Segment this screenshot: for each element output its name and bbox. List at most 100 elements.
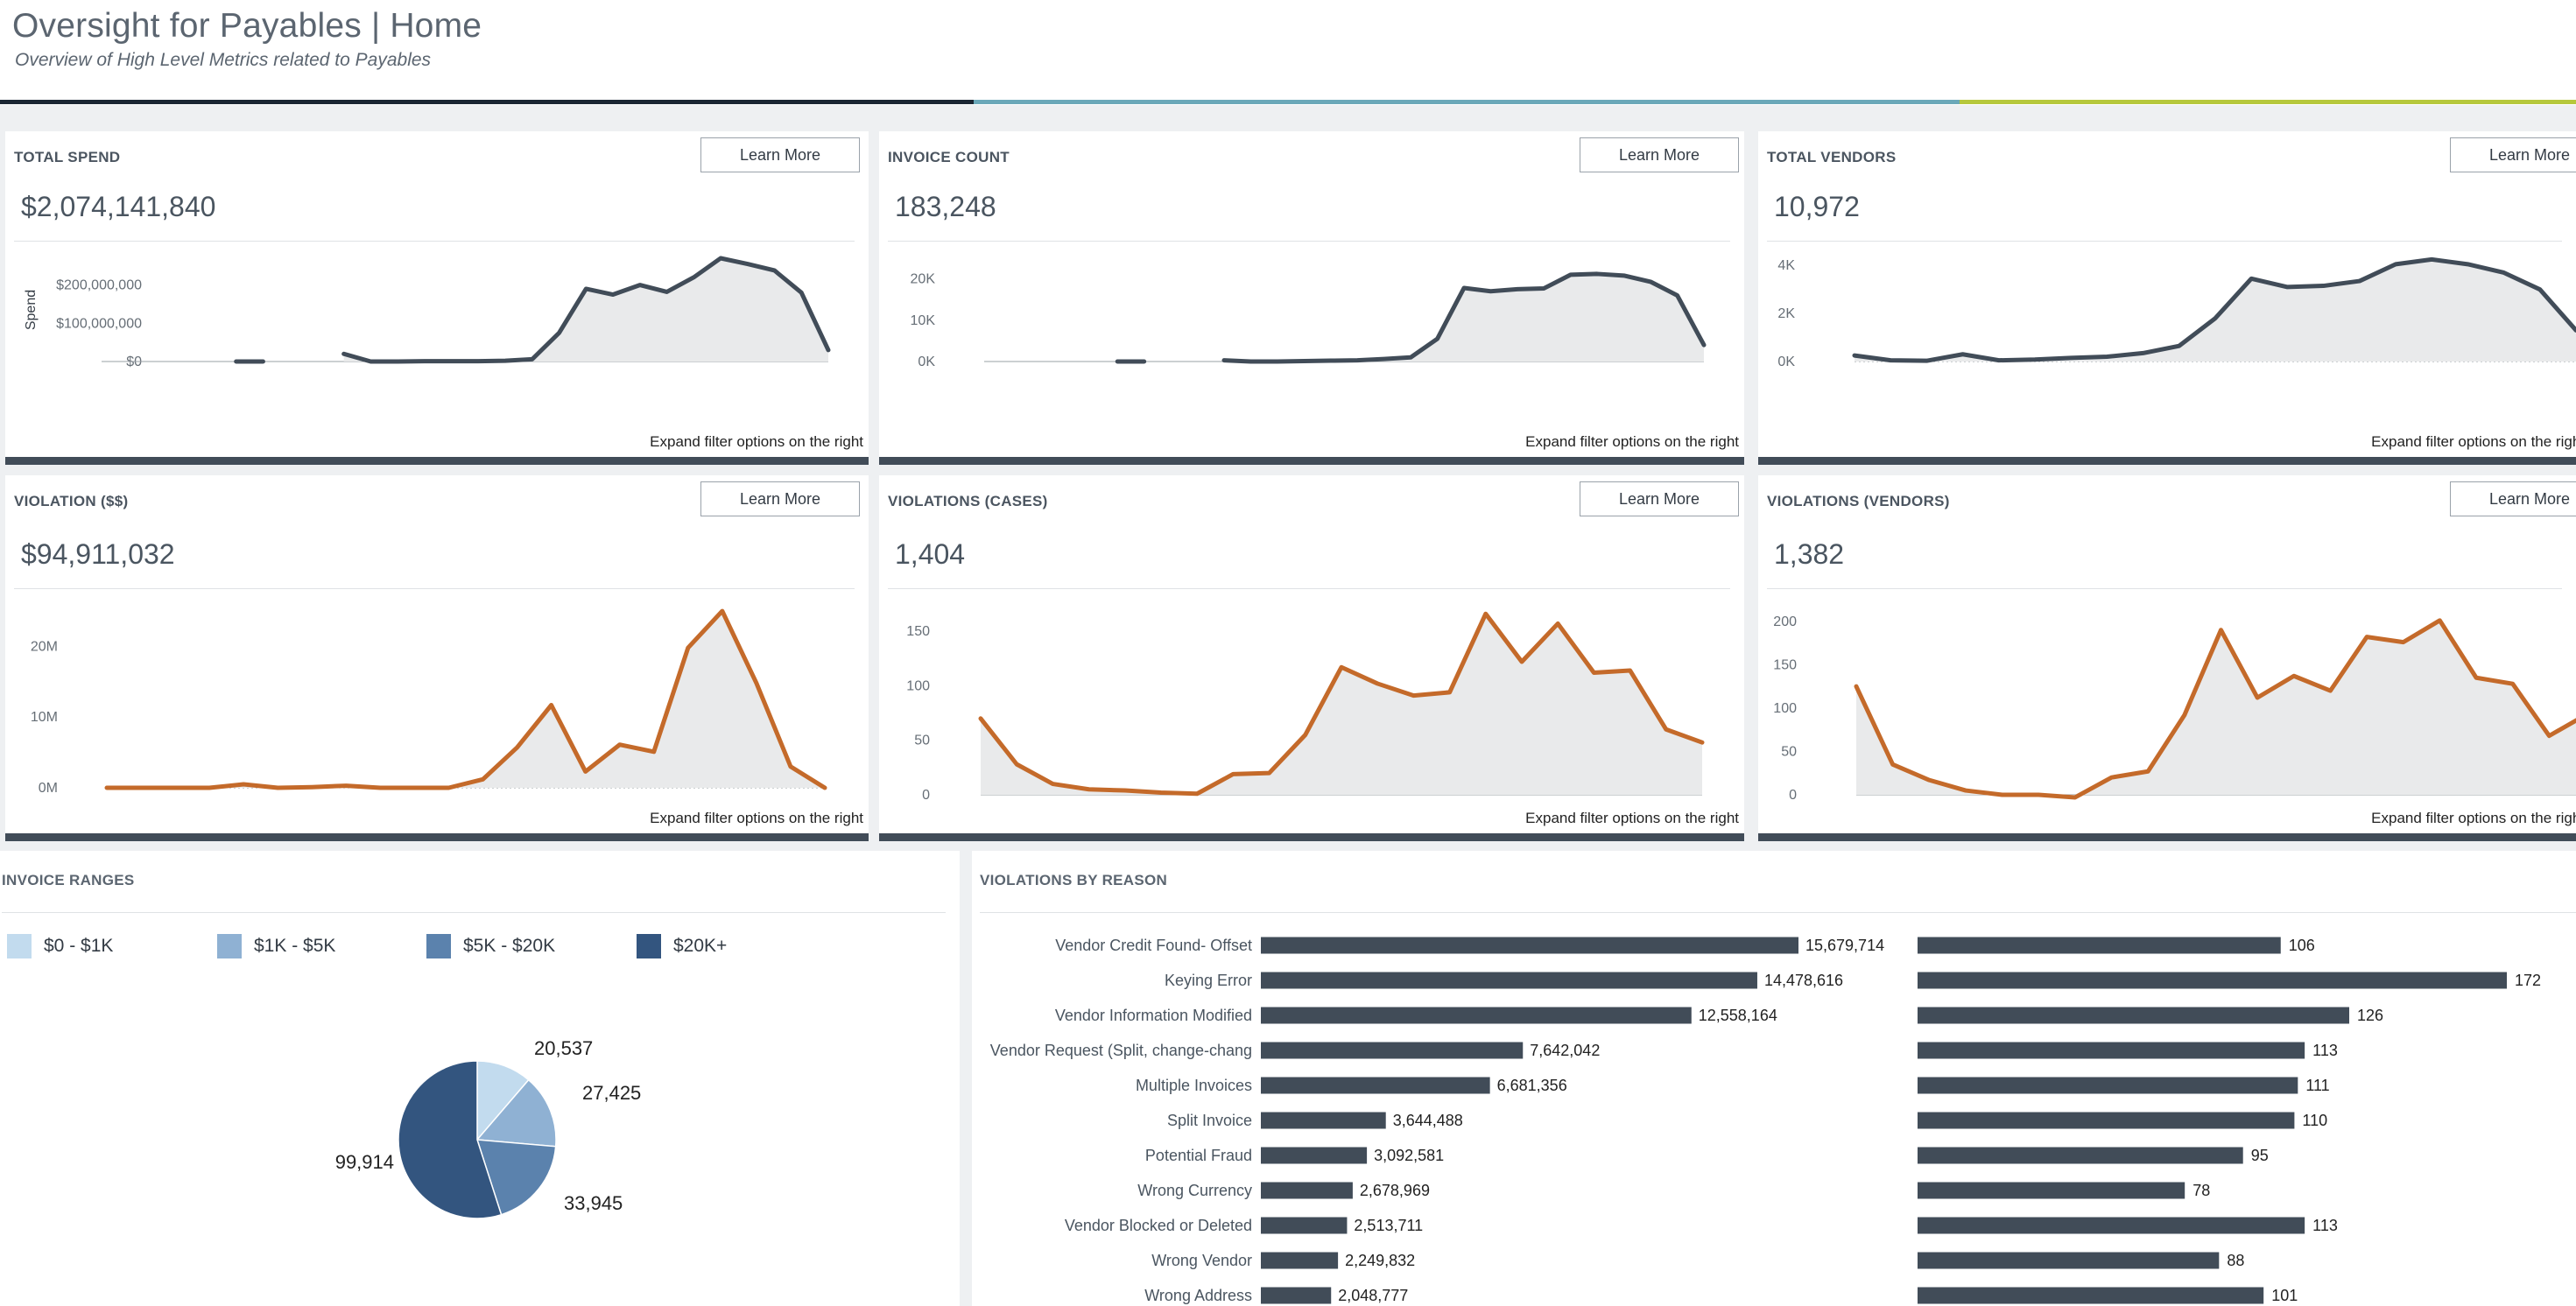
data-point bbox=[610, 292, 616, 298]
learn-more-button[interactable]: Learn More bbox=[700, 481, 860, 516]
series-line bbox=[1221, 271, 1707, 364]
card-total-vendors: TOTAL VENDORS Learn More 10,972 0K 2K 4K E… bbox=[1758, 131, 2576, 465]
bar-value-label: 2,048,777 bbox=[1338, 1287, 1408, 1304]
bar-value-label: 15,679,714 bbox=[1805, 937, 1884, 954]
data-point bbox=[1014, 762, 1019, 767]
data-point bbox=[1555, 621, 1560, 626]
violations-by-reason-bar-chart: Vendor Credit Found- Offset 15,679,714 106… bbox=[990, 937, 2541, 1304]
data-point bbox=[395, 359, 400, 364]
area-fill bbox=[1224, 273, 1704, 362]
pie-slice-label: 20,537 bbox=[534, 1037, 593, 1059]
card-divider bbox=[14, 588, 855, 589]
bar bbox=[1261, 972, 1757, 989]
legend-item[interactable]: $20K+ bbox=[637, 934, 727, 958]
bar-value-label: 2,678,969 bbox=[1360, 1182, 1430, 1199]
learn-more-button[interactable]: Learn More bbox=[700, 137, 860, 172]
bar-value-label: 172 bbox=[2515, 972, 2541, 989]
card-divider bbox=[888, 241, 1730, 242]
kpi-value: 10,972 bbox=[1774, 191, 1860, 222]
data-point bbox=[1301, 359, 1306, 364]
data-point bbox=[1700, 740, 1705, 745]
data-point bbox=[2104, 355, 2109, 360]
y-tick-label: 20M bbox=[31, 639, 58, 654]
bar bbox=[1261, 1182, 1353, 1199]
bar-value-label: 2,513,711 bbox=[1354, 1217, 1423, 1234]
data-point bbox=[138, 785, 144, 790]
bar bbox=[1261, 1077, 1490, 1094]
bar bbox=[1918, 972, 2507, 989]
data-point bbox=[241, 782, 246, 787]
expand-filter-hint: Expand filter options on the right bbox=[1525, 433, 1739, 450]
bar bbox=[1261, 1217, 1348, 1234]
series-line bbox=[104, 608, 827, 790]
area-fill bbox=[107, 611, 825, 788]
bar-value-label: 88 bbox=[2227, 1252, 2244, 1269]
bar-value-label: 106 bbox=[2289, 937, 2315, 954]
legend-item[interactable]: $5K - $20K bbox=[426, 934, 555, 958]
legend-label: $1K - $5K bbox=[254, 936, 336, 956]
data-point bbox=[1194, 791, 1200, 797]
legend-item[interactable]: $1K - $5K bbox=[217, 934, 335, 958]
data-point bbox=[2109, 775, 2115, 780]
data-point bbox=[1963, 788, 1968, 793]
data-point bbox=[1594, 271, 1600, 277]
data-point bbox=[1996, 358, 2002, 363]
bar-category-label: Vendor Credit Found- Offset bbox=[1055, 937, 1252, 954]
data-point bbox=[1854, 684, 1859, 689]
card-title: VIOLATIONS (CASES) bbox=[888, 493, 1048, 509]
kpi-value: 183,248 bbox=[895, 191, 996, 222]
data-point bbox=[549, 703, 554, 708]
data-point bbox=[2032, 357, 2038, 362]
page-title: Oversight for Payables | Home bbox=[12, 7, 482, 45]
learn-more-button[interactable]: Learn More bbox=[2450, 481, 2576, 516]
data-point bbox=[207, 785, 212, 790]
bar-category-label: Potential Fraud bbox=[1145, 1147, 1252, 1164]
series-line bbox=[978, 611, 1705, 797]
data-point bbox=[1158, 790, 1164, 796]
card-total-spend: TOTAL SPEND Learn More $2,074,141,840 $0… bbox=[5, 131, 869, 465]
data-point bbox=[1675, 292, 1680, 298]
legend-swatch bbox=[637, 934, 661, 958]
bar bbox=[1918, 1077, 2298, 1094]
area-fill bbox=[343, 258, 829, 362]
area-fill bbox=[1856, 620, 2576, 797]
data-point bbox=[260, 359, 265, 364]
bar bbox=[1918, 1147, 2243, 1164]
y-tick-label: $100,000,000 bbox=[56, 316, 142, 331]
invoice-ranges-pie-chart: 20,537 27,425 33,945 99,914 bbox=[335, 1037, 641, 1219]
data-point bbox=[557, 330, 562, 335]
data-point bbox=[530, 356, 535, 362]
data-point bbox=[1890, 762, 1896, 767]
data-point bbox=[341, 351, 347, 356]
card-title: INVOICE COUNT bbox=[888, 149, 1010, 165]
bar bbox=[1261, 937, 1798, 954]
bar-value-label: 113 bbox=[2312, 1217, 2338, 1234]
legend-item[interactable]: $0 - $1K bbox=[7, 934, 113, 958]
card-invoice-count: INVOICE COUNT Learn More 183,248 0K 10K 20… bbox=[879, 131, 1744, 465]
data-point bbox=[2255, 695, 2260, 700]
data-point bbox=[1328, 358, 1334, 363]
card-divider bbox=[1767, 241, 2562, 242]
data-point bbox=[2437, 618, 2442, 623]
bar-category-label: Wrong Vendor bbox=[1151, 1252, 1252, 1269]
data-point bbox=[1664, 727, 1669, 732]
card-violations-vendors: VIOLATIONS (VENDORS) Learn More 1,382 0 5… bbox=[1758, 475, 2576, 841]
learn-more-button[interactable]: Learn More bbox=[2450, 137, 2576, 172]
data-point bbox=[1382, 356, 1387, 362]
y-tick-label: 150 bbox=[906, 624, 930, 639]
violation-vendors-area-chart: 0 50 100 150 200 bbox=[1773, 614, 2576, 803]
data-point bbox=[368, 359, 373, 364]
bar-value-label: 78 bbox=[2192, 1182, 2210, 1199]
data-point bbox=[1852, 353, 1857, 358]
bar bbox=[1261, 1147, 1368, 1164]
y-tick-label: 0K bbox=[918, 355, 935, 369]
invoice-area-chart: 0K 10K 20K bbox=[911, 271, 1707, 369]
bar bbox=[1261, 1007, 1692, 1024]
kpi-value: 1,404 bbox=[895, 538, 966, 570]
kpi-value: $2,074,141,840 bbox=[21, 191, 216, 222]
learn-more-button[interactable]: Learn More bbox=[1580, 137, 1739, 172]
data-point bbox=[481, 776, 486, 782]
y-tick-label: 0K bbox=[1777, 355, 1795, 369]
learn-more-button[interactable]: Learn More bbox=[1580, 481, 1739, 516]
bar-value-label: 111 bbox=[2305, 1077, 2329, 1094]
